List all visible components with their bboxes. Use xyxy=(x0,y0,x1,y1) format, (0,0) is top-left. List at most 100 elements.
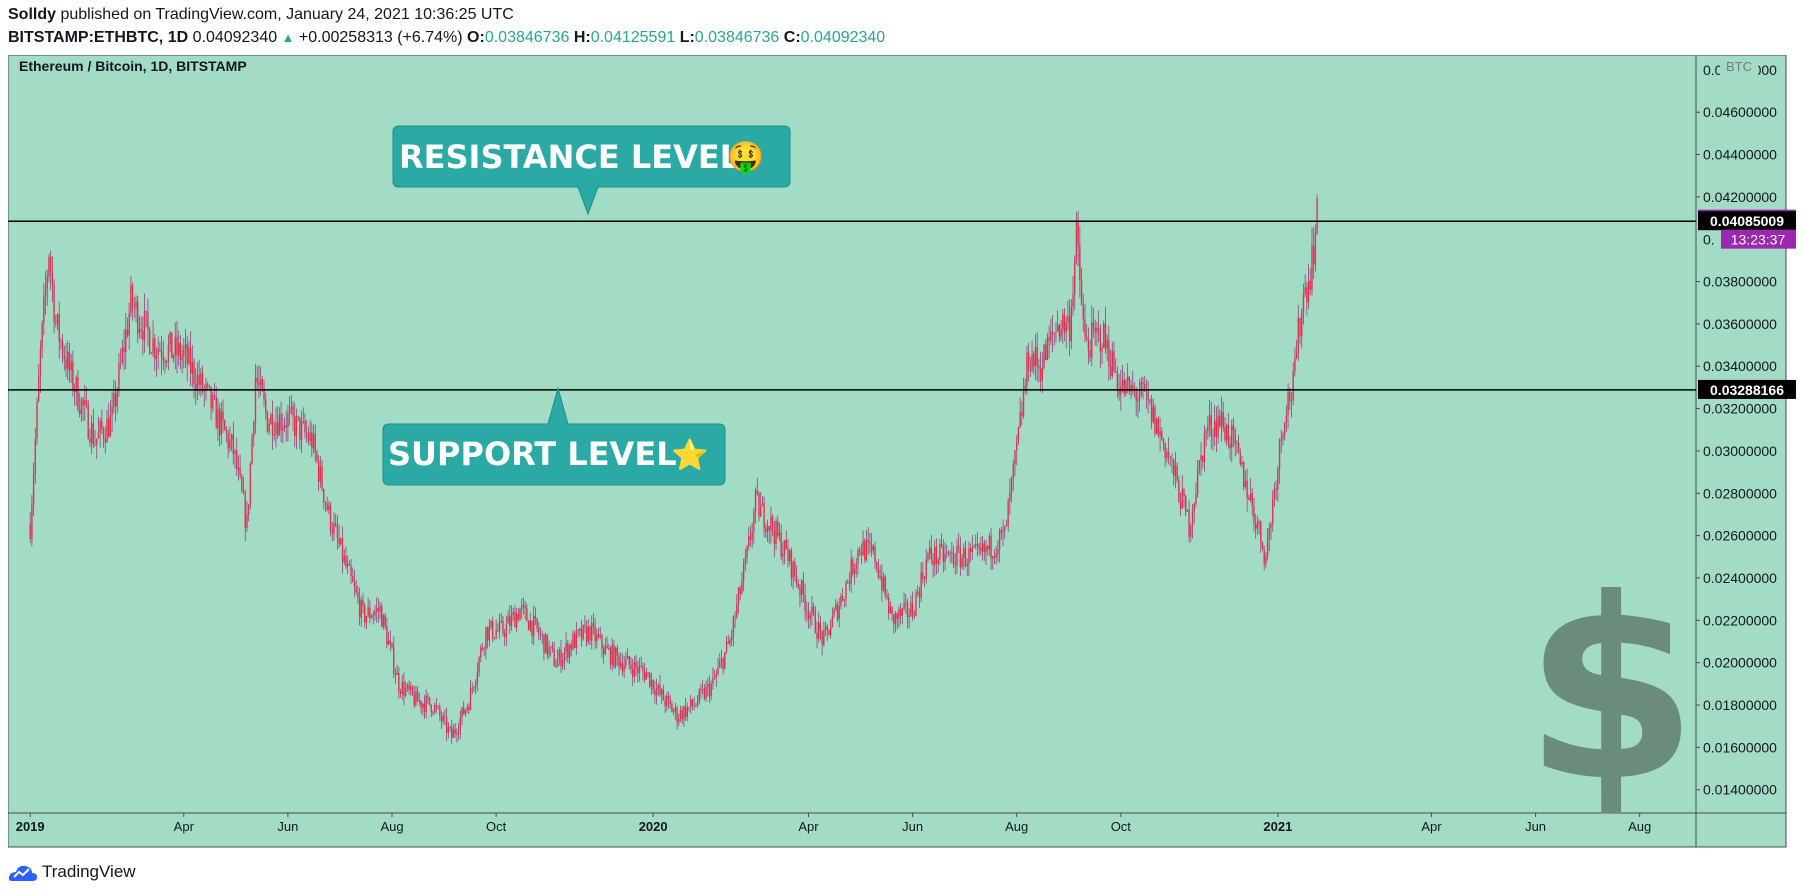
candle-body-200 xyxy=(370,617,373,619)
candle-body-618 xyxy=(1084,319,1086,337)
svg-text:BTC: BTC xyxy=(1726,59,1752,74)
candle-body-511 xyxy=(901,608,904,616)
support-callout[interactable]: SUPPORT LEVEL ⭐ xyxy=(382,386,726,486)
publish-date: published on TradingView.com, January 24… xyxy=(60,6,514,23)
candle-body-234 xyxy=(428,697,431,705)
candle-body-111 xyxy=(218,408,221,436)
candle-body-713 xyxy=(1246,480,1248,499)
candle-body-386 xyxy=(688,706,690,708)
candle-body-299 xyxy=(539,634,542,636)
candle-body-754 xyxy=(1316,198,1318,233)
candle-body-640 xyxy=(1121,379,1124,387)
candle-body-661 xyxy=(1157,418,1160,436)
candle-body-122 xyxy=(237,467,240,470)
candle-body-665 xyxy=(1164,443,1166,458)
candle-body-499 xyxy=(881,576,883,591)
resistance-callout[interactable]: RESISTANCE LEVEL 🤑 xyxy=(392,125,791,216)
candle-body-624 xyxy=(1094,327,1096,333)
candle-body-15 xyxy=(55,322,57,324)
candle-body-327 xyxy=(587,626,590,642)
candle-body-107 xyxy=(212,395,214,409)
tradingview-footer[interactable]: TradingView xyxy=(8,862,136,882)
candle-body-285 xyxy=(515,613,518,628)
candle-body-68 xyxy=(145,311,147,313)
price-tick-label-8: 0.02800000 xyxy=(1703,485,1777,501)
candle-body-699 xyxy=(1222,411,1224,428)
time-tick-label-5: 2020 xyxy=(639,819,668,834)
candle-body-532 xyxy=(937,559,939,564)
candle-body-752 xyxy=(1312,245,1315,265)
candle-body-672 xyxy=(1176,465,1178,481)
candle-body-454 xyxy=(804,595,806,612)
candle-body-453 xyxy=(802,580,805,596)
candle-body-469 xyxy=(829,627,832,636)
candle-body-27 xyxy=(75,377,77,392)
candle-body-366 xyxy=(654,689,656,696)
candle-body-269 xyxy=(488,626,491,641)
chart-pane[interactable] xyxy=(8,55,1697,814)
author-name[interactable]: Solldy xyxy=(8,6,57,23)
candle-body-706 xyxy=(1234,430,1236,444)
candle-body-392 xyxy=(698,689,700,703)
candle-body-650 xyxy=(1138,395,1141,400)
ohlc-legend: BITSTAMP:ETHBTC, 1D 0.04092340 ▲ +0.0025… xyxy=(8,29,885,47)
btc-currency-label[interactable]: BTC xyxy=(1720,57,1758,77)
candle-body-148 xyxy=(282,427,284,431)
candle-body-291 xyxy=(526,608,528,622)
time-axis-pane[interactable] xyxy=(8,812,1697,848)
candle-body-475 xyxy=(840,596,842,607)
candle-body-54 xyxy=(121,347,124,362)
candle-body-207 xyxy=(382,615,385,627)
candle-body-570 xyxy=(1002,530,1004,533)
candle-body-371 xyxy=(662,689,665,701)
candle-body-344 xyxy=(616,647,619,656)
candle-body-118 xyxy=(230,434,233,440)
candle-body-46 xyxy=(107,418,110,437)
candle-body-729 xyxy=(1273,488,1276,500)
candle-body-671 xyxy=(1174,465,1177,477)
candle-body-696 xyxy=(1217,416,1219,437)
candle-body-531 xyxy=(935,546,938,564)
candle-body-507 xyxy=(894,613,897,625)
candle-body-435 xyxy=(771,516,774,532)
candle-body-641 xyxy=(1123,379,1125,394)
candle-body-487 xyxy=(860,551,863,556)
candle-body-585 xyxy=(1027,352,1030,371)
candle-body-326 xyxy=(585,625,588,642)
candle-body-298 xyxy=(538,628,540,635)
candle-body-61 xyxy=(133,307,136,309)
candle-body-425 xyxy=(754,490,757,512)
candle-body-428 xyxy=(759,505,762,517)
candle-body-503 xyxy=(887,597,890,614)
candle-body-477 xyxy=(843,599,846,601)
candle-body-688 xyxy=(1203,433,1206,462)
close-value: 0.04092340 xyxy=(800,29,886,46)
candle-body-152 xyxy=(288,410,291,414)
candle-body-3 xyxy=(34,438,37,474)
candle-body-95 xyxy=(191,362,194,374)
candle-body-498 xyxy=(879,576,881,578)
candle-body-662 xyxy=(1159,430,1161,436)
candle-body-30 xyxy=(80,399,83,415)
price-chart[interactable]: 2019 Apr Jun Aug Oct 2020 Apr Jun Aug Oct 2021 Apr J… xyxy=(8,55,1798,849)
candle-body-339 xyxy=(608,648,610,649)
candle-body-80 xyxy=(166,361,168,363)
candle-body-116 xyxy=(227,433,229,449)
candle-body-19 xyxy=(61,340,64,356)
candle-body-346 xyxy=(620,662,622,667)
candle-body-573 xyxy=(1007,500,1009,527)
candle-body-190 xyxy=(353,582,356,587)
candle-body-548 xyxy=(964,548,967,567)
candle-body-301 xyxy=(543,634,545,654)
candle-body-502 xyxy=(886,595,888,598)
candle-body-461 xyxy=(816,632,818,639)
candle-body-470 xyxy=(831,615,834,628)
candle-body-194 xyxy=(360,599,363,618)
price-axis-pane[interactable] xyxy=(1695,55,1787,814)
candle-body-248 xyxy=(452,729,455,738)
candle-body-714 xyxy=(1248,498,1250,500)
candle-body-681 xyxy=(1191,511,1194,527)
candle-body-5 xyxy=(38,376,40,402)
candle-body-283 xyxy=(512,611,514,615)
candle-body-558 xyxy=(981,543,984,552)
